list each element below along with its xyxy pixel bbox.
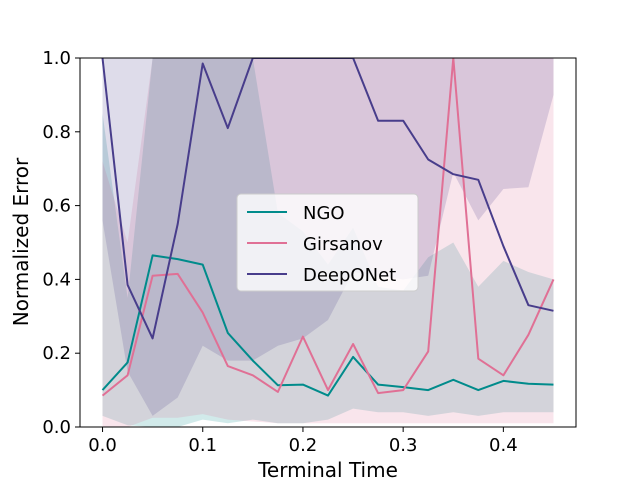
y-tick-label: 0.2	[42, 343, 71, 364]
x-tick-label: 0.3	[389, 435, 418, 456]
y-tick-label: 0.4	[42, 269, 71, 290]
legend-label-deeponet: DeepONet	[303, 265, 396, 286]
plot-frame	[79, 57, 577, 428]
legend-box	[236, 193, 419, 292]
y-tick-label: 0.8	[42, 122, 71, 143]
x-tick-label: 0.2	[289, 435, 318, 456]
y-axis: 0.0 0.2 0.4 0.6 0.8 1.0	[42, 48, 80, 438]
legend-label-girsanov: Girsanov	[303, 234, 383, 255]
x-tick-label: 0.0	[88, 435, 117, 456]
y-axis-label: Normalized Error	[9, 157, 33, 326]
y-tick-label: 0.6	[42, 196, 71, 217]
legend-label-ngo: NGO	[303, 203, 345, 224]
series-lines	[101, 58, 555, 397]
x-axis: 0.0 0.1 0.2 0.3 0.4	[88, 427, 518, 456]
line-girsanov	[101, 58, 555, 397]
line-ngo	[101, 254, 554, 397]
x-axis-label: Terminal Time	[257, 458, 398, 480]
y-tick-label: 0.0	[42, 417, 71, 438]
y-tick-label: 1.0	[42, 48, 71, 69]
line-deeponet	[101, 58, 554, 340]
band-ngo	[102, 58, 554, 427]
legend: NGO Girsanov DeepONet	[236, 193, 419, 292]
x-tick-label: 0.1	[188, 435, 217, 456]
x-tick-label: 0.4	[489, 435, 518, 456]
